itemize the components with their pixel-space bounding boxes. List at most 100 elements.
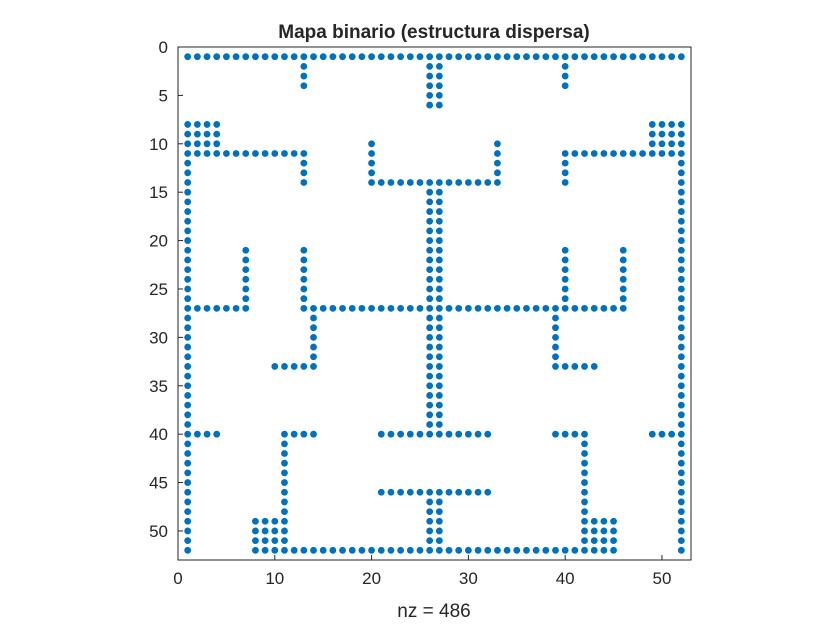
data-point bbox=[416, 179, 424, 186]
data-point bbox=[348, 304, 356, 312]
data-point bbox=[581, 150, 588, 157]
data-point bbox=[581, 546, 588, 554]
data-point bbox=[300, 246, 308, 254]
data-point bbox=[435, 488, 443, 496]
data-point bbox=[193, 53, 201, 61]
data-point bbox=[494, 140, 501, 148]
data-point bbox=[184, 488, 192, 496]
data-point bbox=[610, 150, 617, 157]
data-point bbox=[484, 488, 492, 496]
data-point bbox=[677, 411, 685, 419]
data-point bbox=[184, 256, 192, 264]
data-point bbox=[397, 488, 405, 496]
data-point bbox=[426, 53, 434, 61]
data-point bbox=[581, 537, 588, 545]
data-point bbox=[581, 517, 588, 525]
data-point bbox=[668, 430, 676, 438]
data-point bbox=[435, 508, 443, 516]
data-point bbox=[435, 372, 443, 380]
data-point bbox=[271, 546, 279, 554]
data-point bbox=[261, 527, 269, 535]
data-point bbox=[464, 304, 472, 312]
data-point bbox=[426, 217, 434, 225]
y-tick-label: 30 bbox=[149, 328, 168, 347]
data-point bbox=[677, 314, 685, 322]
data-point bbox=[377, 488, 385, 496]
data-point bbox=[445, 488, 453, 496]
data-point bbox=[677, 246, 685, 254]
data-point bbox=[242, 285, 250, 293]
data-point bbox=[222, 53, 230, 61]
data-point bbox=[619, 246, 627, 254]
data-point bbox=[310, 363, 317, 370]
data-point bbox=[658, 130, 666, 138]
data-point bbox=[300, 62, 308, 70]
data-point bbox=[455, 53, 463, 61]
data-point bbox=[435, 314, 443, 322]
data-point bbox=[368, 150, 375, 157]
data-point bbox=[552, 324, 559, 332]
data-point bbox=[368, 179, 375, 186]
data-point bbox=[184, 479, 192, 486]
data-point bbox=[300, 266, 308, 274]
data-point bbox=[600, 304, 608, 312]
data-point bbox=[494, 546, 501, 554]
data-point bbox=[184, 372, 192, 380]
data-point bbox=[513, 304, 521, 312]
data-point bbox=[426, 353, 434, 361]
data-point bbox=[213, 140, 221, 148]
data-point bbox=[561, 266, 569, 274]
data-point bbox=[281, 517, 288, 525]
data-point bbox=[581, 469, 588, 477]
data-point bbox=[581, 527, 588, 535]
data-point bbox=[426, 72, 434, 80]
data-point bbox=[310, 314, 317, 322]
data-point bbox=[677, 372, 685, 380]
data-point bbox=[600, 150, 608, 157]
data-point bbox=[523, 53, 530, 61]
data-point bbox=[213, 304, 221, 312]
data-point bbox=[193, 150, 201, 157]
data-point bbox=[368, 53, 375, 61]
data-point bbox=[677, 517, 685, 525]
data-point bbox=[387, 304, 395, 312]
chart-title: Mapa binario (estructura dispersa) bbox=[278, 22, 589, 43]
data-point bbox=[464, 546, 472, 554]
data-point bbox=[252, 546, 259, 554]
data-point bbox=[261, 150, 269, 157]
data-point bbox=[581, 440, 588, 448]
data-point bbox=[406, 430, 414, 438]
data-point bbox=[668, 140, 676, 148]
data-point bbox=[222, 150, 230, 157]
data-point bbox=[184, 169, 192, 177]
data-point bbox=[184, 440, 192, 448]
data-point bbox=[677, 324, 685, 332]
data-point bbox=[377, 546, 385, 554]
data-point bbox=[677, 546, 685, 554]
data-point bbox=[677, 459, 685, 467]
data-point bbox=[677, 479, 685, 486]
data-point bbox=[329, 546, 337, 554]
data-point bbox=[561, 179, 569, 186]
data-point bbox=[435, 246, 443, 254]
data-point bbox=[271, 517, 279, 525]
data-point bbox=[571, 546, 579, 554]
data-point bbox=[561, 169, 569, 177]
data-point bbox=[464, 488, 472, 496]
data-point bbox=[561, 246, 569, 254]
data-point bbox=[184, 266, 192, 274]
data-point bbox=[610, 537, 617, 545]
data-point bbox=[677, 53, 685, 61]
data-point bbox=[203, 121, 211, 128]
data-point bbox=[426, 392, 434, 399]
data-point bbox=[658, 150, 666, 157]
data-point bbox=[184, 353, 192, 361]
data-point bbox=[435, 353, 443, 361]
data-point bbox=[232, 53, 240, 61]
data-point bbox=[474, 546, 482, 554]
data-point bbox=[474, 430, 482, 438]
data-point bbox=[184, 208, 192, 215]
data-point bbox=[426, 227, 434, 235]
data-point bbox=[426, 82, 434, 90]
data-point bbox=[426, 62, 434, 70]
